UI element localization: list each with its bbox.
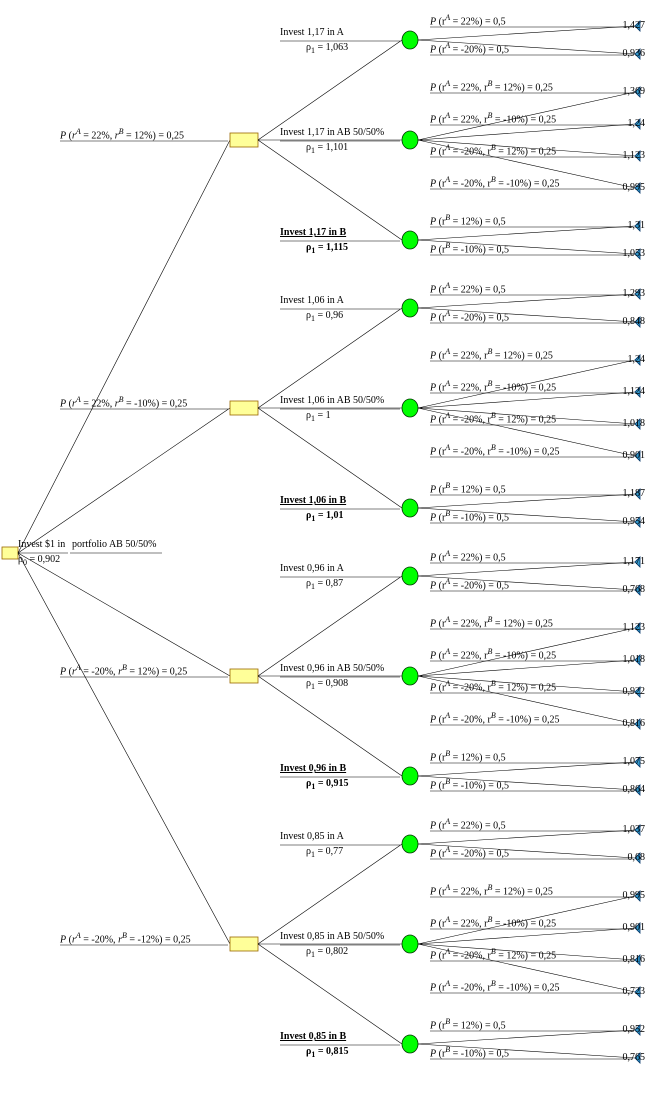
leaf-value: 0,765 [623,1052,646,1063]
root-label-2: portfolio AB 50/50% [72,539,156,550]
leaf-prob: P (rA = 22%) = 0,5 [430,13,506,27]
leaf-value: 0,952 [623,1024,646,1035]
invest-label: Invest 0,96 in AB 50/50% [280,663,384,674]
leaf-value: 0,901 [623,922,646,933]
leaf-value: 1,124 [623,386,646,397]
leaf-value: 1,24 [628,354,646,365]
invest-label: Invest 0,85 in B [280,1031,346,1042]
leaf-value: 1,123 [623,622,646,633]
root-rho: ρ0 = 0,902 [18,554,60,565]
invest-label: Invest 0,96 in B [280,763,346,774]
leaf-value: 0,768 [623,584,646,595]
rho-label: ρ1 = 0,802 [306,946,348,957]
rho-label: ρ1 = 0,815 [306,1046,349,1057]
leaf-value: 1,31 [628,220,646,231]
invest-label: Invest 1,06 in B [280,495,346,506]
leaf-value: 0,816 [623,718,646,729]
leaf-value: 1,075 [623,756,646,767]
leaf-value: 1,24 [628,118,646,129]
rho-label: ρ1 = 1,115 [306,242,348,253]
leaf-value: 0,995 [623,890,646,901]
leaf-prob: P (rA = -20%, rB = -10%) = 0,25 [430,175,559,189]
leaf-prob: P (rA = 22%, rB = -10%) = 0,25 [430,647,556,661]
leaf-prob: P (rA = -20%, rB = -10%) = 0,25 [430,979,559,993]
leaf-prob: P (rA = -20%) = 0,5 [430,309,509,323]
rho-label: ρ1 = 0,87 [306,578,343,589]
leaf-value: 0,901 [623,450,646,461]
leaf-prob: P (rB = -10%) = 0,5 [430,241,509,255]
invest-label: Invest 0,96 in A [280,563,344,574]
leaf-prob: P (rA = -20%, rB = 12%) = 0,25 [430,947,556,961]
prob-label: P (rA = -20%, rB = 12%) = 0,25 [60,663,187,677]
leaf-value: 1,123 [623,150,646,161]
leaf-value: 1,018 [623,418,646,429]
leaf-prob: P (rB = 12%) = 0,5 [430,1017,506,1031]
leaf-prob: P (rB = -10%) = 0,5 [430,777,509,791]
invest-label: Invest 1,17 in AB 50/50% [280,127,384,138]
invest-label: Invest 1,17 in A [280,27,344,38]
leaf-prob: P (rA = 22%) = 0,5 [430,817,506,831]
leaf-value: 1,018 [623,654,646,665]
leaf-prob: P (rA = -20%) = 0,5 [430,845,509,859]
leaf-prob: P (rA = 22%, rB = 12%) = 0,25 [430,615,553,629]
leaf-prob: P (rA = 22%, rB = 12%) = 0,25 [430,347,553,361]
rho-label: ρ1 = 1 [306,410,331,421]
leaf-prob: P (rA = -20%, rB = -10%) = 0,25 [430,711,559,725]
invest-label: Invest 1,06 in AB 50/50% [280,395,384,406]
leaf-value: 0,848 [623,316,646,327]
leaf-prob: P (rB = 12%) = 0,5 [430,481,506,495]
leaf-prob: P (rB = 12%) = 0,5 [430,213,506,227]
leaf-value: 1,053 [623,248,646,259]
leaf-value: 0,723 [623,986,646,997]
leaf-prob: P (rA = -20%) = 0,5 [430,577,509,591]
rho-label: ρ1 = 0,77 [306,846,343,857]
leaf-value: 0,936 [623,48,646,59]
leaf-prob: P (rB = -10%) = 0,5 [430,1045,509,1059]
invest-label: Invest 0,85 in A [280,831,344,842]
leaf-value: 1,187 [623,488,646,499]
rho-label: ρ1 = 1,063 [306,42,348,53]
leaf-prob: P (rA = -20%, rB = 12%) = 0,25 [430,679,556,693]
leaf-prob: P (rA = 22%, rB = -10%) = 0,25 [430,111,556,125]
leaf-value: 0,864 [623,784,646,795]
leaf-prob: P (rA = -20%, rB = 12%) = 0,25 [430,143,556,157]
prob-label: P (rA = -20%, rB = -12%) = 0,25 [60,931,191,945]
leaf-prob: P (rA = -20%) = 0,5 [430,41,509,55]
root-label-1: Invest $1 in [18,539,65,550]
leaf-value: 1,369 [623,86,646,97]
leaf-prob: P (rA = 22%, rB = 12%) = 0,25 [430,79,553,93]
rho-label: ρ1 = 1,01 [306,510,344,521]
leaf-value: 1,293 [623,288,646,299]
prob-label: P (rA = 22%, rB = 12%) = 0,25 [60,127,184,141]
invest-label: Invest 1,17 in B [280,227,346,238]
leaf-value: 0,816 [623,954,646,965]
leaf-prob: P (rA = 22%, rB = 12%) = 0,25 [430,883,553,897]
leaf-value: 0,68 [628,852,646,863]
leaf-prob: P (rA = 22%, rB = -10%) = 0,25 [430,379,556,393]
leaf-value: 1,171 [623,556,646,567]
rho-label: ρ1 = 0,96 [306,310,343,321]
prob-label: P (rA = 22%, rB = -10%) = 0,25 [60,395,187,409]
leaf-value: 0,954 [623,516,646,527]
leaf-prob: P (rA = -20%, rB = 12%) = 0,25 [430,411,556,425]
leaf-value: 1,427 [623,20,646,31]
leaf-value: 1,037 [623,824,646,835]
invest-label: Invest 0,85 in AB 50/50% [280,931,384,942]
rho-label: ρ1 = 0,908 [306,678,348,689]
leaf-prob: P (rB = -10%) = 0,5 [430,509,509,523]
leaf-prob: P (rA = -20%, rB = -10%) = 0,25 [430,443,559,457]
leaf-value: 0,922 [623,686,646,697]
leaf-prob: P (rA = 22%) = 0,5 [430,281,506,295]
invest-label: Invest 1,06 in A [280,295,344,306]
leaf-value: 0,995 [623,182,646,193]
leaf-prob: P (rB = 12%) = 0,5 [430,749,506,763]
leaf-prob: P (rA = 22%, rB = -10%) = 0,25 [430,915,556,929]
rho-label: ρ1 = 0,915 [306,778,349,789]
rho-label: ρ1 = 1,101 [306,142,348,153]
leaf-prob: P (rA = 22%) = 0,5 [430,549,506,563]
